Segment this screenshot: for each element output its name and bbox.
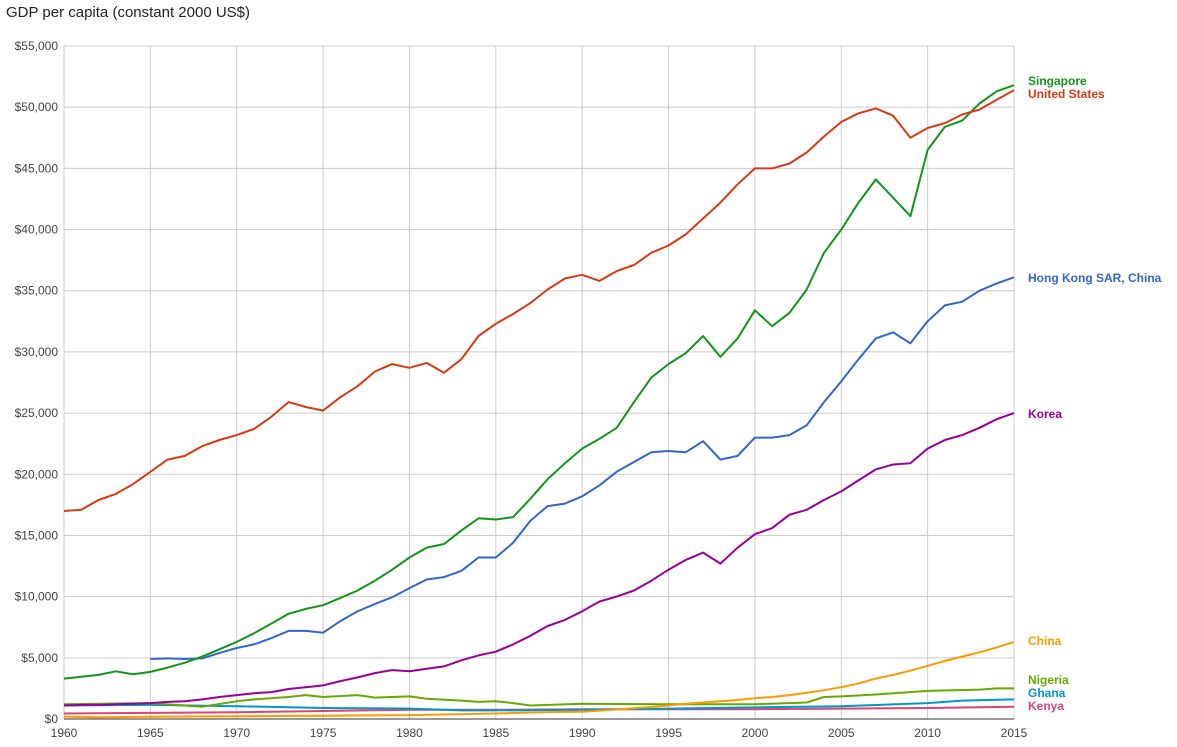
x-tick-label: 2000: [742, 726, 769, 740]
x-tick-label: 1995: [655, 726, 682, 740]
series-label: Ghana: [1028, 686, 1066, 700]
y-tick-label: $40,000: [15, 223, 59, 237]
x-tick-label: 1975: [310, 726, 337, 740]
y-tick-label: $15,000: [15, 528, 59, 542]
y-tick-label: $30,000: [15, 345, 59, 359]
x-tick-label: 2005: [828, 726, 855, 740]
series-label: China: [1028, 634, 1062, 648]
x-tick-label: 2010: [914, 726, 941, 740]
x-tick-label: 1970: [223, 726, 250, 740]
series-label: Singapore: [1028, 74, 1087, 88]
axes: $0 $5,000 $10,000 $15,000 $20,000 $25,000 $30,…: [15, 39, 1028, 740]
y-tick-label: $25,000: [15, 406, 59, 420]
series-line-hong-kong-sar-china: [150, 276, 1015, 660]
y-tick-label: $45,000: [15, 161, 59, 175]
y-tick-label: $5,000: [21, 651, 58, 665]
chart-title: GDP per capita (constant 2000 US$): [6, 4, 251, 21]
series-line-singapore: [63, 84, 1015, 680]
series-line-ghana: [63, 698, 1015, 712]
x-tick-label: 1985: [482, 726, 509, 740]
x-tick-label: 1965: [137, 726, 164, 740]
x-tick-label: 2015: [1001, 726, 1028, 740]
series-lines: [63, 84, 1015, 719]
y-tick-label: $50,000: [15, 100, 59, 114]
x-tick-label: 1990: [569, 726, 596, 740]
series-label: Hong Kong SAR, China: [1028, 271, 1162, 285]
series-label: Korea: [1028, 407, 1062, 421]
series-line-korea: [63, 412, 1015, 707]
y-tick-label: $55,000: [15, 39, 59, 53]
x-tick-label: 1960: [51, 726, 78, 740]
series-label: Kenya: [1028, 699, 1064, 713]
y-tick-label: $0: [45, 712, 59, 726]
series-line-china: [63, 640, 1015, 719]
series-label: United States: [1028, 87, 1105, 101]
y-tick-label: $35,000: [15, 284, 59, 298]
x-tick-label: 1980: [396, 726, 423, 740]
y-tick-label: $20,000: [15, 467, 59, 481]
series-line-nigeria: [63, 687, 1014, 708]
series-line-united-states: [63, 89, 1015, 512]
series-label: Nigeria: [1028, 673, 1069, 687]
y-tick-label: $10,000: [15, 590, 59, 604]
gridlines: [63, 45, 1015, 719]
